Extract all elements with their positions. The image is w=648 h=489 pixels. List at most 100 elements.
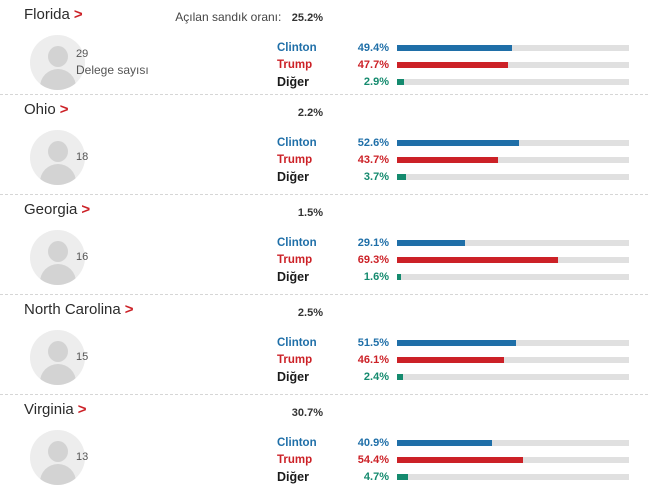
state-name: Florida bbox=[24, 6, 70, 23]
candidate-value: 43.7% bbox=[357, 153, 389, 166]
bar-track bbox=[397, 78, 629, 85]
candidate-value: 52.6% bbox=[357, 136, 389, 149]
person-icon bbox=[47, 141, 68, 162]
turnout-label: Açılan sandık oranı: bbox=[175, 10, 282, 24]
bar-track bbox=[397, 139, 629, 146]
delegates: 18 bbox=[76, 130, 88, 185]
state-name: Georgia bbox=[24, 201, 78, 218]
candidate-rows: Clinton 51.5% Trump 46.1% Diğer 2.4% bbox=[277, 334, 629, 385]
person-icon bbox=[47, 46, 68, 67]
person-icon bbox=[39, 164, 76, 185]
candidate-value: 3.7% bbox=[363, 170, 389, 183]
bar-track bbox=[397, 44, 629, 51]
state-section: Virginia > 30.7% 13 Clinton 40.9% Trump 5… bbox=[0, 395, 648, 489]
candidate-label: Diğer bbox=[277, 369, 309, 384]
candidate-value: 2.9% bbox=[363, 75, 389, 88]
person-icon bbox=[39, 364, 76, 385]
person-icon bbox=[39, 264, 76, 285]
candidate-value: 69.3% bbox=[357, 253, 389, 266]
state-link[interactable]: Virginia > bbox=[24, 401, 87, 419]
bar-track bbox=[397, 173, 629, 180]
bar-fill bbox=[397, 256, 558, 263]
delegate-count: 29 bbox=[76, 48, 89, 60]
bar-fill bbox=[397, 239, 465, 246]
candidate-label: Clinton bbox=[277, 41, 317, 54]
person-icon bbox=[39, 464, 76, 485]
bar-track bbox=[397, 456, 629, 463]
candidate-value: 4.7% bbox=[363, 470, 389, 483]
candidate-row: Diğer 2.4% bbox=[277, 368, 629, 385]
turnout: 1.5% bbox=[292, 203, 323, 221]
chevron-right-icon: > bbox=[124, 301, 134, 318]
candidate-row: Trump 46.1% bbox=[277, 351, 629, 368]
bar-fill bbox=[397, 44, 512, 51]
candidate-label: Clinton bbox=[277, 136, 317, 149]
avatar bbox=[30, 230, 85, 285]
bar-track bbox=[397, 156, 629, 163]
candidate-label: Trump bbox=[277, 253, 313, 266]
person-icon bbox=[39, 69, 76, 90]
turnout-value: 30.7% bbox=[291, 407, 323, 419]
bar-track bbox=[397, 439, 629, 446]
candidate-label: Diğer bbox=[277, 469, 309, 484]
candidate-value: 2.4% bbox=[363, 370, 389, 383]
delegates: 13 bbox=[76, 430, 88, 485]
delegate-count: 15 bbox=[76, 351, 89, 363]
candidate-row: Diğer 3.7% bbox=[277, 168, 629, 185]
person-icon bbox=[47, 341, 68, 362]
chevron-right-icon: > bbox=[77, 401, 87, 418]
bar-fill bbox=[397, 173, 406, 180]
bar-fill bbox=[397, 139, 520, 146]
turnout-value: 2.5% bbox=[297, 307, 323, 319]
delegates: 15 bbox=[76, 330, 88, 385]
state-section: Florida > Açılan sandık oranı: 25.2% 29 D… bbox=[0, 0, 648, 95]
bar-fill bbox=[397, 456, 524, 463]
candidate-rows: Clinton 40.9% Trump 54.4% Diğer 4.7% bbox=[277, 434, 629, 485]
candidate-row: Trump 43.7% bbox=[277, 151, 629, 168]
avatar bbox=[30, 330, 85, 385]
state-link[interactable]: Georgia > bbox=[24, 201, 90, 219]
avatar bbox=[30, 130, 85, 185]
bar-track bbox=[397, 239, 629, 246]
delegate-count: 16 bbox=[76, 251, 89, 263]
bar-fill bbox=[397, 339, 517, 346]
candidate-label: Diğer bbox=[277, 269, 309, 284]
bar-track bbox=[397, 256, 629, 263]
state-link[interactable]: Ohio > bbox=[24, 101, 68, 119]
candidate-label: Diğer bbox=[277, 169, 309, 184]
candidate-rows: Clinton 49.4% Trump 47.7% Diğer 2.9% bbox=[277, 39, 629, 90]
candidate-row: Diğer 1.6% bbox=[277, 268, 629, 285]
turnout: 2.5% bbox=[292, 303, 323, 321]
delegate-count: 13 bbox=[76, 451, 89, 463]
candidate-value: 54.4% bbox=[357, 453, 389, 466]
state-name: Ohio bbox=[24, 101, 56, 118]
state-link[interactable]: Florida > bbox=[24, 6, 83, 24]
bar-track bbox=[397, 273, 629, 280]
candidate-row: Diğer 4.7% bbox=[277, 468, 629, 485]
bar-fill bbox=[397, 473, 408, 480]
state-section: Ohio > 2.2% 18 Clinton 52.6% Trump 43.7% … bbox=[0, 95, 648, 195]
state-section: Georgia > 1.5% 16 Clinton 29.1% Trump 69.… bbox=[0, 195, 648, 295]
person-icon bbox=[47, 441, 68, 462]
bar-fill bbox=[397, 156, 499, 163]
candidate-label: Trump bbox=[277, 453, 313, 466]
candidate-row: Diğer 2.9% bbox=[277, 73, 629, 90]
candidate-rows: Clinton 29.1% Trump 69.3% Diğer 1.6% bbox=[277, 234, 629, 285]
candidate-label: Trump bbox=[277, 58, 313, 71]
bar-fill bbox=[397, 273, 401, 280]
bar-track bbox=[397, 373, 629, 380]
state-name: Virginia bbox=[24, 401, 74, 418]
candidate-value: 46.1% bbox=[357, 353, 389, 366]
candidate-value: 1.6% bbox=[363, 270, 389, 283]
bar-track bbox=[397, 356, 629, 363]
chevron-right-icon: > bbox=[59, 101, 69, 118]
bar-track bbox=[397, 61, 629, 68]
bar-fill bbox=[397, 373, 403, 380]
turnout: Açılan sandık oranı: 25.2% bbox=[175, 8, 323, 26]
state-link[interactable]: North Carolina > bbox=[24, 301, 133, 319]
candidate-label: Diğer bbox=[277, 74, 309, 89]
candidate-value: 47.7% bbox=[357, 58, 389, 71]
candidate-row: Trump 69.3% bbox=[277, 251, 629, 268]
candidate-label: Clinton bbox=[277, 336, 317, 349]
